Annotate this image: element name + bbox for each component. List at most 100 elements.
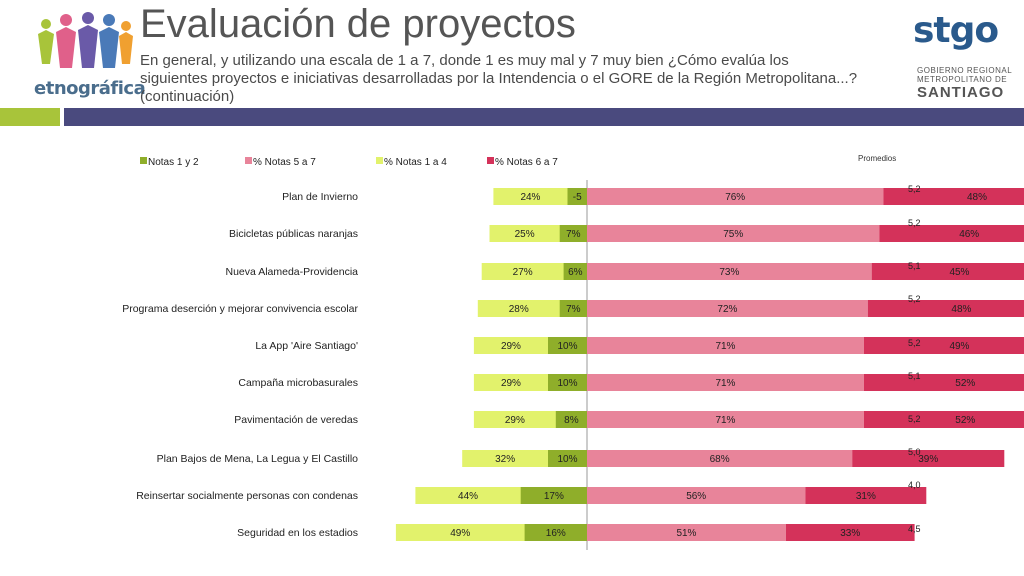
data-label-notas-5-a-7: 68%: [710, 454, 730, 465]
data-label-notas-6-a-7: 31%: [856, 491, 876, 502]
data-label-notas-6-a-7: 33%: [840, 528, 860, 539]
data-label-notas-1-y-2: 8%: [564, 415, 579, 426]
data-label-notas-6-a-7: 52%: [955, 378, 975, 389]
bar-notas-5-a-7: [587, 263, 872, 280]
data-label-notas-1-a-4: 24%: [520, 192, 540, 203]
data-label-notas-1-a-4: 32%: [495, 454, 515, 465]
data-label-notas-5-a-7: 71%: [715, 415, 735, 426]
legend-label: % Notas 1 a 4: [384, 157, 447, 168]
promedio-value: 4,0: [908, 480, 921, 490]
category-label: Seguridad en los estadios: [237, 527, 358, 539]
bar-notas-1-y-2: [559, 225, 587, 242]
etnografica-brand-text: etnográfica: [34, 78, 146, 99]
data-label-notas-1-a-4: 28%: [509, 304, 529, 315]
promedio-value: 5,2: [908, 338, 921, 348]
category-label: Pavimentación de veredas: [234, 414, 358, 426]
promedio-value: 4,5: [908, 524, 921, 534]
bar-notas-1-y-2: [548, 450, 587, 467]
bar-notas-5-a-7: [587, 300, 868, 317]
metropolitano-text: METROPOLITANO DE: [917, 75, 1008, 84]
promedio-value: 5,2: [908, 414, 921, 424]
header-band-green: [0, 108, 60, 126]
bar-notas-5-a-7: [587, 374, 864, 391]
bar-notas-5-a-7: [587, 337, 864, 354]
data-label-notas-1-y-2: 7%: [566, 229, 581, 240]
data-label-notas-1-a-4: 29%: [501, 378, 521, 389]
legend-label: % Notas 5 a 7: [253, 157, 316, 168]
data-label-notas-1-y-2: -5: [573, 192, 582, 203]
bar-notas-6-a-7: [867, 300, 1024, 317]
bar-notas-5-a-7: [587, 225, 880, 242]
category-label: Plan de Invierno: [282, 191, 358, 203]
bar-notas-6-a-7: [785, 524, 915, 541]
data-label-notas-1-a-4: 44%: [458, 491, 478, 502]
data-label-notas-6-a-7: 45%: [949, 267, 969, 278]
promedios-title: Promedios: [858, 154, 897, 163]
legend-swatch: [140, 157, 147, 164]
data-label-notas-6-a-7: 48%: [951, 304, 971, 315]
data-label-notas-1-y-2: 10%: [557, 378, 577, 389]
category-label: Campaña microbasurales: [238, 377, 358, 389]
promedio-value: 5,2: [908, 218, 921, 228]
data-label-notas-5-a-7: 71%: [715, 341, 735, 352]
data-label-notas-6-a-7: 52%: [955, 415, 975, 426]
bar-notas-6-a-7: [863, 337, 1024, 354]
data-label-notas-6-a-7: 48%: [967, 192, 987, 203]
bar-notas-1-y-2: [548, 374, 587, 391]
etnografica-logo: etnográfica: [34, 8, 146, 100]
data-label-notas-1-a-4: 27%: [513, 267, 533, 278]
stgo-logo: stgo GOBIERNO REGIONAL METROPOLITANO DE …: [905, 8, 1015, 101]
bar-notas-5-a-7: [587, 524, 786, 541]
category-label: Plan Bajos de Mena, La Legua y El Castil…: [157, 453, 359, 465]
data-label-notas-1-a-4: 29%: [505, 415, 525, 426]
data-label-notas-1-y-2: 16%: [546, 528, 566, 539]
promedio-value: 5,2: [908, 294, 921, 304]
bar-notas-5-a-7: [587, 188, 884, 205]
data-label-notas-1-y-2: 6%: [568, 267, 583, 278]
data-label-notas-1-a-4: 49%: [450, 528, 470, 539]
santiago-text: SANTIAGO: [917, 84, 1005, 101]
data-label-notas-1-a-4: 25%: [515, 229, 535, 240]
header-band-purple: [64, 108, 1024, 126]
bar-notas-1-y-2: [567, 188, 587, 205]
bar-notas-6-a-7: [863, 374, 1024, 391]
data-label-notas-5-a-7: 76%: [725, 192, 745, 203]
promedio-value: 5,2: [908, 184, 921, 194]
bar-notas-6-a-7: [883, 188, 1024, 205]
data-label-notas-5-a-7: 72%: [717, 304, 737, 315]
bar-notas-6-a-7: [805, 487, 927, 504]
promedio-value: 5,0: [908, 447, 921, 457]
category-label: Reinsertar socialmente personas con cond…: [136, 490, 358, 502]
category-label: La App 'Aire Santiago': [255, 340, 358, 352]
page-subtitle: En general, y utilizando una escala de 1…: [140, 52, 858, 105]
bar-notas-1-y-2: [524, 524, 587, 541]
bar-notas-1-y-2: [559, 300, 587, 317]
data-label-notas-6-a-7: 46%: [959, 229, 979, 240]
legend-swatch: [376, 157, 383, 164]
bar-notas-5-a-7: [587, 487, 806, 504]
data-label-notas-6-a-7: 49%: [949, 341, 969, 352]
bar-notas-1-a-4: [481, 263, 587, 280]
bar-notas-1-y-2: [548, 337, 587, 354]
bar-notas-5-a-7: [587, 450, 853, 467]
data-label-notas-6-a-7: 39%: [918, 454, 938, 465]
legend-swatch: [487, 157, 494, 164]
data-label-notas-1-y-2: 7%: [566, 304, 581, 315]
gobierno-regional-text: GOBIERNO REGIONAL: [917, 66, 1013, 75]
bar-notas-1-y-2: [520, 487, 587, 504]
data-label-notas-5-a-7: 71%: [715, 378, 735, 389]
bar-notas-1-y-2: [555, 411, 587, 428]
data-label-notas-1-a-4: 29%: [501, 341, 521, 352]
category-label: Bicicletas públicas naranjas: [229, 228, 358, 240]
data-label-notas-5-a-7: 75%: [723, 229, 743, 240]
evaluation-chart: Notas 1 y 2 % Notas 5 a 7 % Notas 1 a 4 % N…: [122, 157, 1024, 550]
bar-notas-6-a-7: [863, 411, 1024, 428]
category-label: Programa deserción y mejorar convivencia…: [122, 303, 358, 315]
promedio-value: 5,1: [908, 261, 921, 271]
data-label-notas-1-y-2: 10%: [557, 341, 577, 352]
data-label-notas-5-a-7: 51%: [676, 528, 696, 539]
people-figures-icon: [38, 12, 133, 68]
bar-notas-5-a-7: [587, 411, 864, 428]
legend-label: % Notas 6 a 7: [495, 157, 558, 168]
legend-label: Notas 1 y 2: [148, 157, 199, 168]
